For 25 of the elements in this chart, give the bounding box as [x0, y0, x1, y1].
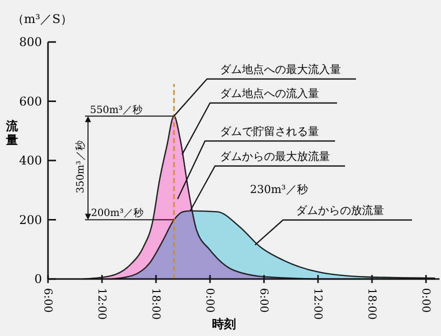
x-tick-label: 18:00: [366, 288, 378, 320]
x-tick-label: 6:00: [42, 288, 54, 313]
y-tick-label: 600: [19, 94, 42, 108]
x-tick-label: 0:00: [420, 288, 432, 313]
y-tick-label: 200: [19, 212, 42, 227]
annotation: 350m³／秒: [74, 140, 86, 194]
annotation: 200m³／秒: [91, 207, 144, 219]
x-tick-label: 0:00: [204, 288, 216, 313]
annotation: ダムからの放流量: [296, 204, 384, 217]
x-axis-title: 時刻: [212, 317, 236, 331]
annotation: ダム地点への最大流入量: [220, 63, 341, 76]
x-tick-label: 18:00: [150, 288, 162, 320]
annotation: 550m³／秒: [90, 104, 143, 116]
y-tick-label: 0: [34, 272, 42, 286]
annotation: ダムで貯留される量: [220, 125, 319, 138]
x-tick-label: 6:00: [258, 288, 270, 313]
x-tick-label: 12:00: [312, 288, 324, 320]
annotation: ダムからの最大放流量: [220, 150, 330, 163]
annotation: 230m³／秒: [250, 183, 308, 196]
y-tick-label: 800: [19, 35, 42, 49]
y-tick-label: 400: [19, 154, 42, 168]
x-tick-label: 12:00: [96, 288, 108, 320]
y-axis-title: 流量: [5, 119, 19, 147]
annotation: ダム地点への流入量: [220, 87, 319, 100]
text: （m³／S）: [12, 12, 72, 26]
